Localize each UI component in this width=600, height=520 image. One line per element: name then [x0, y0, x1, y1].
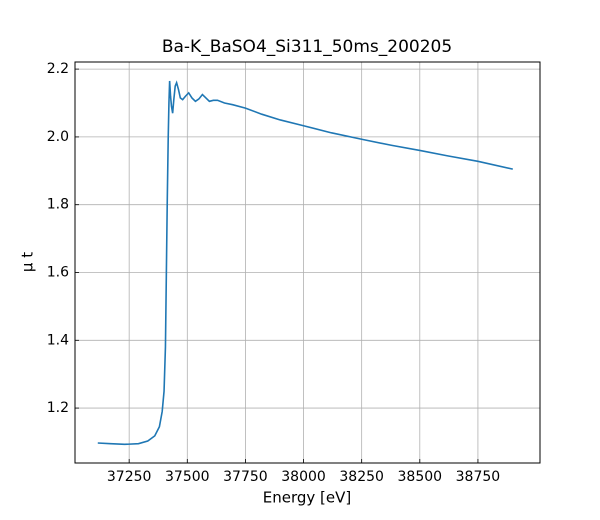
chart-title: Ba-K_BaSO4_Si311_50ms_200205	[162, 37, 452, 57]
x-tick-label: 37500	[165, 469, 210, 485]
y-tick-label: 1.4	[47, 332, 69, 348]
y-tick-label: 1.8	[47, 197, 69, 213]
x-tick-label: 38500	[398, 469, 443, 485]
y-tick-label: 1.2	[47, 400, 69, 416]
y-tick-label: 2.0	[47, 129, 69, 145]
x-tick-label: 37750	[223, 469, 268, 485]
y-tick-label: 1.6	[47, 264, 69, 280]
data-line	[97, 80, 513, 446]
y-tick-label: 2.2	[47, 61, 69, 77]
x-tick-label: 38250	[339, 469, 384, 485]
plot-frame	[74, 61, 541, 464]
x-tick-label: 38000	[281, 469, 326, 485]
x-tick-label: 37250	[107, 469, 152, 485]
x-axis-label: Energy [eV]	[263, 489, 351, 507]
x-tick-label: 38750	[456, 469, 501, 485]
y-axis-label: μ t	[19, 252, 37, 272]
